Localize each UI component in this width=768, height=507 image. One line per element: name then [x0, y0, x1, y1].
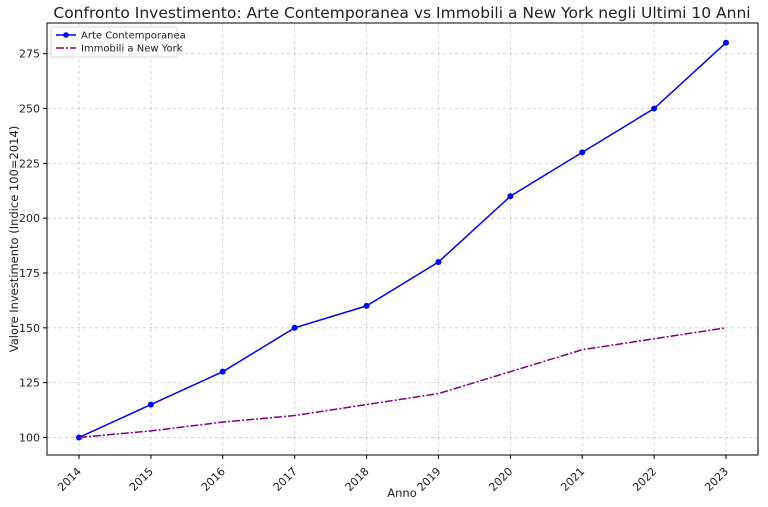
x-tick-label: 2023 — [702, 465, 731, 494]
data-point — [723, 39, 729, 46]
series-line-1 — [78, 327, 727, 439]
x-tick-label: 2019 — [415, 465, 444, 494]
data-point — [579, 149, 586, 156]
y-axis: 100 125 150 175 200 225 250 275 — [19, 48, 47, 444]
x-tick-label: 2021 — [558, 465, 587, 494]
x-tick-label: 2015 — [127, 465, 156, 494]
legend: Arte Contemporanea Immobili a New York — [50, 26, 186, 58]
y-tick-label: 275 — [19, 48, 40, 61]
x-axis-label: Anno — [387, 486, 416, 500]
data-point — [651, 105, 658, 112]
x-tick-label: 2020 — [486, 465, 515, 494]
y-axis-label: Valore Investimento (Indice 100=2014) — [7, 126, 21, 353]
legend-label-immobili: Immobili a New York — [81, 44, 183, 55]
x-tick-label: 2014 — [55, 465, 84, 494]
data-point — [363, 302, 370, 309]
y-tick-label: 200 — [19, 212, 40, 225]
x-tick-label: 2018 — [343, 465, 372, 494]
y-tick-label: 225 — [19, 157, 40, 170]
y-tick-label: 150 — [19, 322, 40, 335]
legend-label-arte: Arte Contemporanea — [81, 31, 186, 42]
legend-box — [50, 26, 178, 58]
x-tick-label: 2017 — [271, 465, 300, 494]
data-point — [435, 259, 442, 266]
data-point — [291, 324, 298, 331]
data-point — [147, 401, 154, 408]
x-tick-label: 2016 — [199, 465, 228, 494]
legend-marker-arte — [63, 32, 69, 38]
x-tick-label: 2022 — [630, 465, 659, 494]
data-point — [219, 368, 226, 375]
series-layer — [76, 39, 729, 441]
plot-frame — [46, 22, 759, 456]
y-tick-label: 100 — [19, 431, 40, 444]
y-tick-label: 175 — [19, 267, 40, 280]
y-tick-label: 250 — [19, 103, 40, 116]
chart-title: Confronto Investimento: Arte Contemporan… — [53, 4, 750, 22]
y-tick-label: 125 — [19, 377, 40, 390]
data-point — [507, 193, 514, 200]
grid — [47, 23, 758, 455]
series-line-0 — [78, 42, 727, 439]
